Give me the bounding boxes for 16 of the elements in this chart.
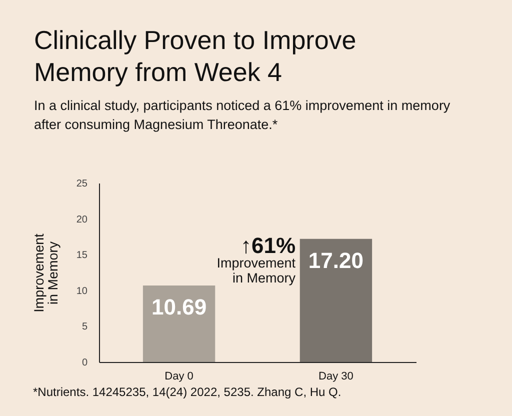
text: *Nutrients. 14245235, 14(24) 2022, 5235. Zhang C, Hu Q. xyxy=(33,385,342,399)
annotation: ↑61% xyxy=(240,232,296,258)
chart-subtitle: In a clinical study, participants noticed a 61% improvement in memory after consuming Magnesium Threonate.* xyxy=(34,97,452,134)
y-tick-label: 10 xyxy=(76,286,88,297)
data-label: 10.69 xyxy=(152,294,207,320)
chart-title: Clinically Proven to Improve Memory from Week 4 xyxy=(34,24,358,88)
y-tick-label: 25 xyxy=(76,178,88,190)
y-tick-label: 0 xyxy=(82,358,88,368)
y-tick-label: 20 xyxy=(76,214,88,226)
x-tick-label: Day 0 xyxy=(164,370,194,382)
y-axis-title: Improvement in Memory xyxy=(31,233,60,312)
x-tick-label: Day 30 xyxy=(318,370,354,382)
data-label: 17.20 xyxy=(308,248,364,273)
y-tick-label: 5 xyxy=(82,322,88,333)
annotation: Improvement in Memory xyxy=(216,255,296,286)
y-tick-label: 15 xyxy=(76,250,88,262)
